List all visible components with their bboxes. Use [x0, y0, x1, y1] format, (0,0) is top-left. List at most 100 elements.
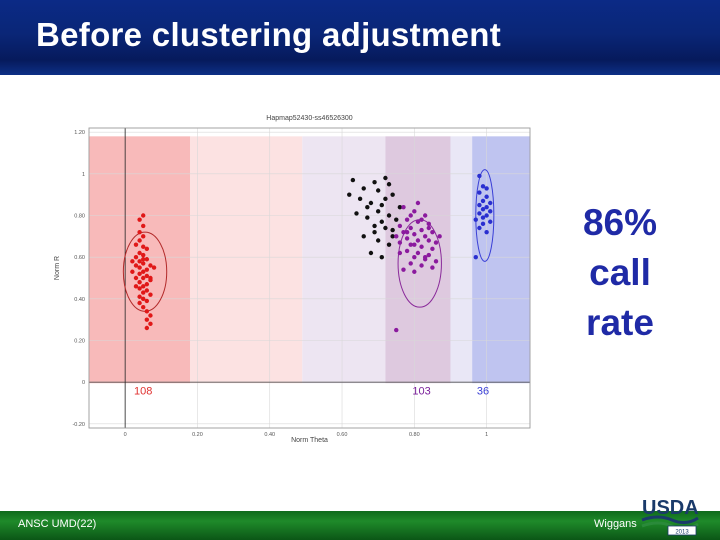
x-tick-label: 0.80 [409, 432, 420, 438]
data-point [141, 304, 146, 310]
data-point [404, 229, 410, 235]
data-point [148, 275, 153, 281]
call-rate-line-1: 86% [582, 202, 658, 243]
data-point [383, 225, 388, 231]
data-point [137, 271, 142, 277]
y-tick-label: 1 [82, 172, 85, 178]
data-point [137, 259, 142, 264]
data-point [368, 250, 374, 256]
data-point [141, 257, 146, 262]
usda-logo-text: USDA [642, 497, 699, 519]
data-point [379, 219, 384, 224]
data-point [484, 204, 489, 210]
data-point [383, 196, 388, 202]
data-point [133, 263, 139, 268]
data-point [379, 254, 384, 260]
usda-logo-year: 2013 [675, 530, 689, 536]
plot-border [88, 127, 531, 429]
data-point [133, 275, 139, 281]
data-point [426, 252, 431, 258]
data-point [137, 300, 142, 306]
data-point [473, 217, 478, 222]
data-point [484, 229, 489, 235]
data-point [401, 229, 406, 235]
data-point [386, 182, 392, 187]
data-point [430, 229, 435, 235]
data-point [141, 284, 146, 289]
y-tick-label: 0.40 [74, 297, 85, 303]
data-point [144, 325, 150, 331]
data-point [404, 248, 410, 254]
data-point [347, 192, 352, 197]
data-point [390, 227, 395, 233]
data-point [477, 225, 482, 231]
call-rate-line-2: call [589, 252, 651, 293]
data-point [141, 275, 146, 281]
y-tick-label: 0.60 [74, 255, 85, 261]
data-point [144, 267, 150, 272]
data-point [133, 242, 139, 247]
data-point [484, 213, 489, 218]
data-point [144, 273, 150, 279]
data-point [401, 204, 406, 210]
cluster-region-2 [302, 136, 386, 384]
data-point [379, 202, 384, 208]
data-point [419, 244, 424, 249]
data-point [144, 298, 150, 304]
data-point [419, 263, 424, 268]
x-axis-label: Norm Theta [291, 437, 328, 444]
data-point [350, 177, 356, 183]
data-point [354, 211, 359, 216]
cluster-region-4 [450, 136, 473, 384]
data-point [480, 184, 486, 189]
data-point [415, 250, 421, 256]
slide-title: Before clustering adjustment [36, 16, 501, 53]
data-point [488, 209, 493, 214]
data-point [484, 194, 489, 199]
data-point [375, 188, 381, 193]
data-point [422, 234, 428, 239]
data-point [361, 186, 366, 191]
data-point [375, 238, 381, 243]
data-point [144, 309, 150, 314]
data-point [137, 265, 142, 270]
data-point [408, 261, 413, 266]
data-point [133, 254, 139, 260]
data-point [477, 211, 482, 216]
data-point [144, 282, 150, 287]
cluster-region-1 [190, 136, 303, 384]
x-tick-label: 0.20 [192, 432, 203, 438]
cluster-region-3 [385, 136, 451, 384]
data-point [130, 269, 135, 274]
data-point [404, 236, 410, 241]
data-point [151, 265, 157, 270]
data-point [137, 279, 142, 285]
data-point [430, 265, 435, 270]
data-point [375, 209, 381, 214]
data-point [137, 294, 142, 299]
data-point [477, 190, 482, 195]
data-point [137, 238, 142, 243]
data-point [144, 317, 150, 322]
data-point [357, 196, 363, 202]
data-point [141, 296, 146, 302]
data-point [397, 204, 403, 210]
data-point [148, 313, 153, 318]
data-point [426, 238, 431, 243]
data-point [383, 175, 388, 181]
data-point [144, 246, 150, 252]
data-point [372, 223, 377, 229]
data-point [365, 215, 370, 220]
data-point [137, 229, 142, 235]
data-point [437, 234, 442, 239]
usda-logo: USDA 2013 [641, 497, 699, 536]
x-tick-label: 0.60 [337, 432, 348, 438]
cluster-count-label: 108 [134, 386, 152, 398]
data-point [415, 219, 421, 224]
data-point [426, 225, 431, 231]
title-bar: Before clustering adjustment [0, 0, 720, 75]
data-point [488, 219, 493, 224]
data-point [480, 215, 486, 220]
y-tick-label: 0 [82, 380, 85, 386]
data-point [386, 242, 392, 247]
